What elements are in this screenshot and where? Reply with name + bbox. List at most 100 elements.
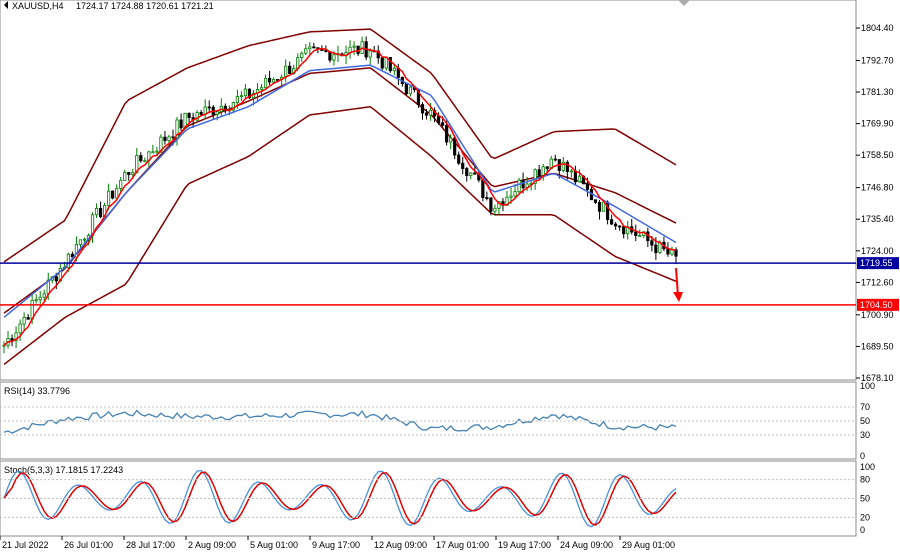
candle-body xyxy=(308,46,312,50)
price-tick-label: 1758.50 xyxy=(861,150,894,160)
candle-body xyxy=(489,197,493,212)
candle-body xyxy=(481,179,485,198)
rsi-tick-label: 0 xyxy=(860,451,865,461)
candle-body xyxy=(38,296,42,301)
rsi-axis: 100 70 50 30 0 xyxy=(0,381,875,461)
price-tick-label: 1700.90 xyxy=(861,310,894,320)
candle-body xyxy=(179,119,183,129)
price-tick-label: 1678.10 xyxy=(861,373,894,383)
candle-body xyxy=(654,244,658,254)
candle-body xyxy=(541,166,545,176)
candle-body xyxy=(272,79,276,83)
candle-body xyxy=(82,238,87,241)
time-tick-label: 29 Aug 01:00 xyxy=(622,540,675,550)
candle-body xyxy=(593,199,598,203)
candle-body xyxy=(457,154,461,164)
candle-body xyxy=(215,111,219,115)
candle-body xyxy=(577,175,582,183)
main-pane[interactable] xyxy=(0,0,857,381)
candle-body xyxy=(235,96,239,103)
candles xyxy=(2,36,678,354)
candle-body xyxy=(368,50,372,58)
candle-body xyxy=(445,124,449,143)
candle-body xyxy=(537,169,541,176)
level-tag-label: 1719.55 xyxy=(860,258,893,268)
candle-body xyxy=(135,155,139,174)
price-tick-label: 1712.60 xyxy=(861,277,894,287)
time-axis: 21 Jul 2022 26 Jul 01:00 28 Jul 17:00 2 Aug… xyxy=(0,536,675,550)
candle-body xyxy=(618,225,622,228)
candle-body xyxy=(131,172,135,175)
candle-body xyxy=(54,276,58,282)
symbol-label: XAUUSD,H4 xyxy=(12,1,64,11)
rsi-title: RSI(14) 33.7796 xyxy=(4,386,70,396)
candle-body xyxy=(300,52,304,58)
candle-body xyxy=(284,65,288,78)
time-tick-label: 21 Jul 2022 xyxy=(2,540,49,550)
scroll-marker-icon xyxy=(678,0,690,6)
candle-body xyxy=(461,162,465,169)
bollinger-upper xyxy=(3,28,677,263)
candle-body xyxy=(14,332,18,341)
time-tick-label: 24 Aug 09:00 xyxy=(560,540,613,550)
candle-body xyxy=(441,122,445,126)
level-tag xyxy=(857,257,899,270)
candle-body xyxy=(670,249,674,255)
rsi-tick-label: 30 xyxy=(860,430,870,440)
price-axis: 1804.40 1792.70 1781.30 1769.90 1758.50 1746.… xyxy=(856,23,894,383)
candle-body xyxy=(569,170,573,173)
header: XAUUSD,H4 1724.17 1724.88 1720.61 1721.2… xyxy=(4,0,690,11)
price-tick-label: 1769.90 xyxy=(861,119,894,129)
candle-body xyxy=(78,239,83,245)
candle-body xyxy=(420,104,425,114)
candle-body xyxy=(436,115,441,124)
candle-body xyxy=(573,170,578,183)
price-tick-label: 1792.70 xyxy=(861,55,894,65)
candle-body xyxy=(553,158,557,161)
level-tag xyxy=(857,298,899,311)
candle-body xyxy=(509,195,513,198)
stoch-tick-label: 20 xyxy=(860,512,870,522)
candle-body xyxy=(352,45,356,48)
price-tick-label: 1735.40 xyxy=(861,214,894,224)
candle-body xyxy=(384,57,388,69)
candle-body xyxy=(151,151,155,154)
candle-body xyxy=(533,169,537,184)
candle-body xyxy=(545,166,549,169)
candle-body xyxy=(207,106,211,109)
stoch-tick-label: 50 xyxy=(860,494,870,504)
candle-body xyxy=(98,208,103,218)
candle-body xyxy=(119,179,123,189)
stoch-axis: 100 80 50 20 0 xyxy=(0,462,875,535)
stoch-tick-label: 0 xyxy=(860,525,865,535)
candle-body xyxy=(175,119,179,139)
candle-body xyxy=(666,248,670,255)
candle-body xyxy=(622,226,626,235)
rsi-line xyxy=(3,409,677,434)
candle-body xyxy=(171,136,175,139)
time-tick-label: 28 Jul 17:00 xyxy=(126,540,175,550)
candle-body xyxy=(288,65,292,75)
candle-body xyxy=(155,150,159,153)
candle-body xyxy=(561,161,565,171)
time-tick-label: 9 Aug 17:00 xyxy=(312,540,360,550)
candle-body xyxy=(565,161,569,172)
stoch-main-line xyxy=(3,469,677,528)
candle-body xyxy=(408,86,413,95)
candle-body xyxy=(428,109,433,116)
rsi-tick-label: 100 xyxy=(860,381,875,391)
rsi-tick-label: 50 xyxy=(860,416,870,426)
candle-body xyxy=(614,223,618,227)
candle-body xyxy=(312,46,316,49)
candle-body xyxy=(392,67,396,72)
price-tick-label: 1689.50 xyxy=(861,341,894,351)
candle-body xyxy=(143,160,147,163)
rsi-indicator xyxy=(3,409,677,434)
candle-body xyxy=(167,136,171,141)
fast-ma-line xyxy=(3,47,677,346)
candle-body xyxy=(107,190,111,206)
candle-body xyxy=(473,172,477,175)
candle-body xyxy=(517,179,521,193)
candle-body xyxy=(34,299,38,302)
